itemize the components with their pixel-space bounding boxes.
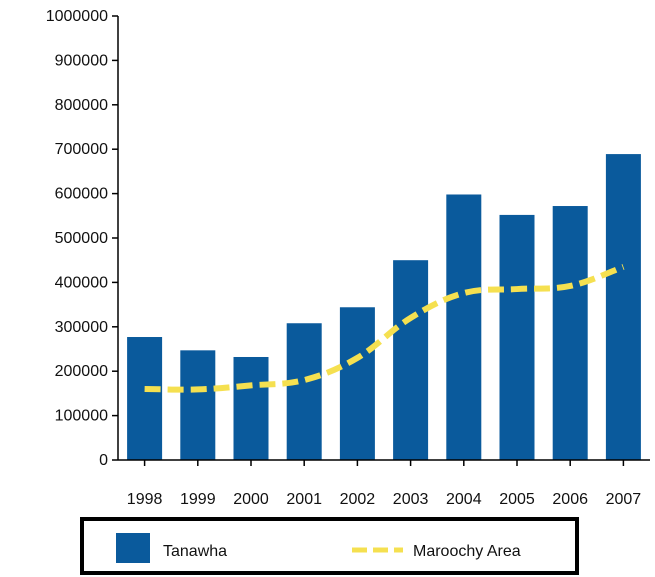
y-tick-label-500000: 500000 xyxy=(55,230,108,247)
y-tick-label-1000000: 1000000 xyxy=(46,8,108,25)
y-tick-label-900000: 900000 xyxy=(55,52,108,69)
x-tick-label-1999: 1999 xyxy=(180,491,216,508)
legend-frame xyxy=(80,517,579,575)
bar-tanawha-2002 xyxy=(339,307,375,460)
x-tick-label-2004: 2004 xyxy=(446,491,482,508)
y-tick-label-400000: 400000 xyxy=(55,274,108,291)
bar-tanawha-2005 xyxy=(499,214,535,460)
legend-label-tanawha: Tanawha xyxy=(163,543,227,560)
y-tick-label-0: 0 xyxy=(99,452,108,469)
y-tick-label-600000: 600000 xyxy=(55,186,108,203)
y-tick-label-100000: 100000 xyxy=(55,408,108,425)
y-tick-label-800000: 800000 xyxy=(55,97,108,114)
line-maroochy-area xyxy=(144,264,625,393)
x-tick-label-2002: 2002 xyxy=(340,491,376,508)
bar-tanawha-1998 xyxy=(127,337,163,460)
x-tick-label-2005: 2005 xyxy=(499,491,535,508)
x-tick-label-2003: 2003 xyxy=(393,491,429,508)
legend: Tanawha Maroochy Area xyxy=(80,517,579,575)
legend-swatch-tanawha xyxy=(116,533,150,563)
bar-tanawha-2003 xyxy=(393,260,429,460)
x-tick-label-2000: 2000 xyxy=(233,491,269,508)
legend-label-maroochy-area: Maroochy Area xyxy=(413,543,521,560)
bar-tanawha-2006 xyxy=(552,206,588,460)
y-tick-label-700000: 700000 xyxy=(55,141,108,158)
x-tick-label-2006: 2006 xyxy=(552,491,588,508)
plot-area: 0 100000 200000 300000 400000 500000 600000 700… xyxy=(46,8,650,508)
bar-tanawha-2007 xyxy=(605,154,641,461)
bar-tanawha-2004 xyxy=(446,194,482,460)
y-tick-label-300000: 300000 xyxy=(55,319,108,336)
bar-tanawha-2001 xyxy=(286,323,322,460)
x-tick-label-2001: 2001 xyxy=(286,491,322,508)
y-tick-label-200000: 200000 xyxy=(55,363,108,380)
bar-tanawha-1999 xyxy=(180,350,216,460)
bar-tanawha-2000 xyxy=(233,356,269,460)
x-tick-label-1998: 1998 xyxy=(127,491,163,508)
x-tick-label-2007: 2007 xyxy=(606,491,642,508)
